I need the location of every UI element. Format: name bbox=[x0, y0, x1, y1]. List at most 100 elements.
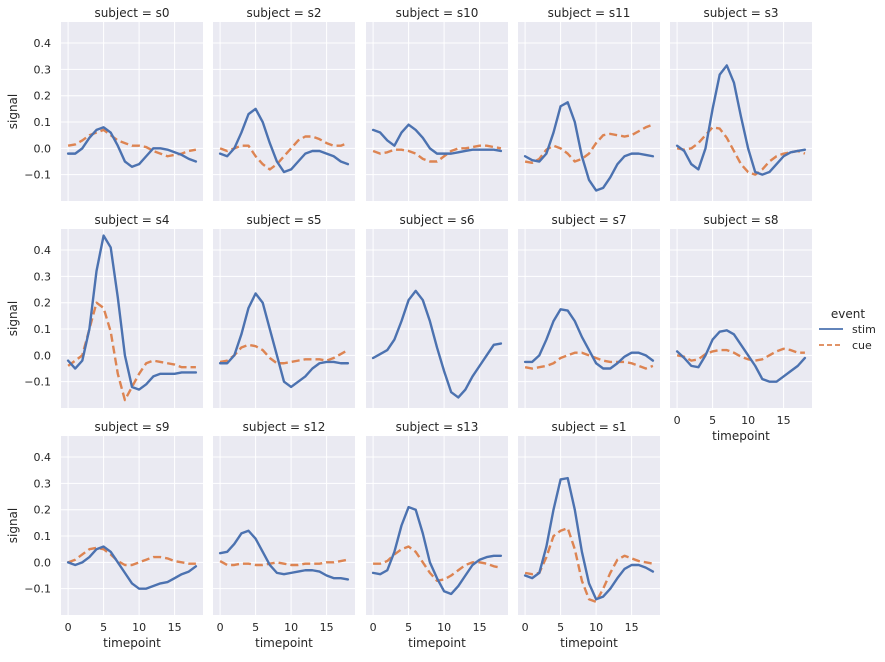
facet-panel-10: subject = s8 0 5 10 15 timepoint bbox=[670, 213, 812, 443]
x-tick-label: 0 bbox=[522, 621, 529, 634]
x-tick-label: 15 bbox=[473, 621, 487, 634]
x-tick-label: 10 bbox=[741, 414, 755, 427]
panel-title: subject = s8 bbox=[703, 213, 778, 227]
y-tick-label: 0.3 bbox=[34, 63, 52, 76]
series-line-stim bbox=[675, 64, 807, 176]
series-line-cue bbox=[372, 144, 502, 163]
legend-label-stim: stim bbox=[852, 323, 876, 336]
panel-title: subject = s9 bbox=[94, 420, 169, 434]
series-line-stim bbox=[218, 107, 350, 174]
series-line-cue bbox=[219, 558, 349, 567]
x-axis-label: timepoint bbox=[408, 636, 466, 650]
facet-panel-13: subject = s13 0 5 10 15 timepoint bbox=[366, 420, 508, 650]
y-tick-label: 0.1 bbox=[34, 116, 52, 129]
panel-background bbox=[518, 229, 660, 408]
legend-label-cue: cue bbox=[852, 339, 872, 352]
panel-background bbox=[670, 229, 812, 408]
y-axis-label: signal bbox=[6, 94, 20, 130]
series-line-stim bbox=[523, 308, 655, 370]
x-tick-label: 5 bbox=[405, 621, 412, 634]
series-line-stim bbox=[371, 505, 503, 596]
series-line-stim bbox=[66, 126, 198, 168]
panel-background bbox=[61, 229, 203, 408]
y-tick-label: −0.1 bbox=[24, 583, 51, 596]
facet-panel-12: subject = s12 0 5 10 15 timepoint bbox=[213, 420, 355, 650]
series-line-cue bbox=[67, 301, 196, 402]
y-tick-label: 0.3 bbox=[34, 270, 52, 283]
x-tick-label: 5 bbox=[557, 621, 564, 634]
y-tick-label: −0.1 bbox=[24, 169, 51, 182]
x-tick-label: 15 bbox=[625, 621, 639, 634]
panel-background bbox=[61, 22, 203, 201]
facet-panel-5: subject = s3 bbox=[670, 6, 812, 201]
x-tick-label: 0 bbox=[370, 621, 377, 634]
panel-background bbox=[213, 22, 355, 201]
panel-title: subject = s11 bbox=[548, 6, 631, 20]
panel-title: subject = s0 bbox=[94, 6, 169, 20]
series-line-stim bbox=[218, 529, 350, 581]
panel-title: subject = s10 bbox=[396, 6, 479, 20]
x-tick-label: 15 bbox=[168, 621, 182, 634]
series-line-stim bbox=[66, 545, 198, 590]
x-axis-label: timepoint bbox=[712, 429, 770, 443]
facet-panel-1: subject = s0 −0.1 0.0 0.1 0.2 0.3 0.4 signal bbox=[6, 6, 203, 201]
y-tick-label: 0.3 bbox=[34, 477, 52, 490]
y-tick-label: 0.2 bbox=[34, 504, 52, 517]
x-tick-label: 10 bbox=[589, 621, 603, 634]
y-tick-label: 0.2 bbox=[34, 90, 52, 103]
series-line-cue bbox=[67, 546, 196, 567]
panel-background bbox=[518, 436, 660, 615]
x-tick-label: 0 bbox=[674, 414, 681, 427]
panel-title: subject = s12 bbox=[243, 420, 326, 434]
panel-title: subject = s6 bbox=[399, 213, 474, 227]
legend: event stim cue bbox=[819, 307, 876, 352]
series-line-cue bbox=[676, 347, 805, 362]
legend-title: event bbox=[831, 307, 865, 321]
facet-panel-9: subject = s7 bbox=[518, 213, 660, 408]
panel-title: subject = s13 bbox=[396, 420, 479, 434]
x-tick-label: 5 bbox=[100, 621, 107, 634]
panel-background bbox=[61, 436, 203, 615]
facet-panel-14: subject = s1 0 5 10 15 timepoint bbox=[518, 420, 660, 650]
facet-panel-4: subject = s11 bbox=[518, 6, 660, 201]
panel-title: subject = s5 bbox=[246, 213, 321, 227]
panel-background bbox=[213, 436, 355, 615]
series-line-stim bbox=[218, 292, 350, 389]
y-tick-label: 0.1 bbox=[34, 530, 52, 543]
series-line-stim bbox=[371, 123, 503, 155]
y-tick-label: 0.4 bbox=[34, 37, 52, 50]
series-line-cue bbox=[67, 128, 197, 158]
x-tick-label: 10 bbox=[132, 621, 146, 634]
series-line-cue bbox=[219, 343, 349, 365]
x-tick-label: 15 bbox=[320, 621, 334, 634]
series-line-stim bbox=[371, 289, 503, 399]
x-axis-label: timepoint bbox=[560, 636, 618, 650]
panel-background bbox=[366, 229, 508, 408]
series-line-cue bbox=[524, 351, 654, 370]
panel-title: subject = s3 bbox=[703, 6, 778, 20]
facet-panel-3: subject = s10 bbox=[366, 6, 508, 201]
panel-title: subject = s7 bbox=[551, 213, 626, 227]
series-line-cue bbox=[524, 123, 654, 165]
series-line-cue bbox=[524, 526, 654, 604]
panel-title: subject = s2 bbox=[246, 6, 321, 20]
facet-panel-2: subject = s2 bbox=[213, 6, 355, 201]
facet-panel-7: subject = s5 bbox=[213, 213, 355, 408]
series-line-stim bbox=[675, 329, 807, 383]
panel-title: subject = s1 bbox=[551, 420, 626, 434]
series-line-stim bbox=[66, 234, 198, 391]
y-tick-label: 0.0 bbox=[34, 142, 52, 155]
y-tick-label: 0.4 bbox=[34, 451, 52, 464]
y-tick-label: 0.4 bbox=[34, 244, 52, 257]
x-tick-label: 0 bbox=[217, 621, 224, 634]
y-tick-label: 0.1 bbox=[34, 323, 52, 336]
y-tick-label: 0.0 bbox=[34, 556, 52, 569]
y-axis-label: signal bbox=[6, 301, 20, 337]
x-tick-label: 10 bbox=[284, 621, 298, 634]
y-tick-label: 0.2 bbox=[34, 297, 52, 310]
x-tick-label: 0 bbox=[65, 621, 72, 634]
series-line-stim bbox=[523, 476, 655, 601]
x-tick-label: 5 bbox=[252, 621, 259, 634]
facet-panel-11: subject = s9 −0.1 0.0 0.1 0.2 0.3 0.4 signal 0 5 1… bbox=[6, 420, 203, 650]
